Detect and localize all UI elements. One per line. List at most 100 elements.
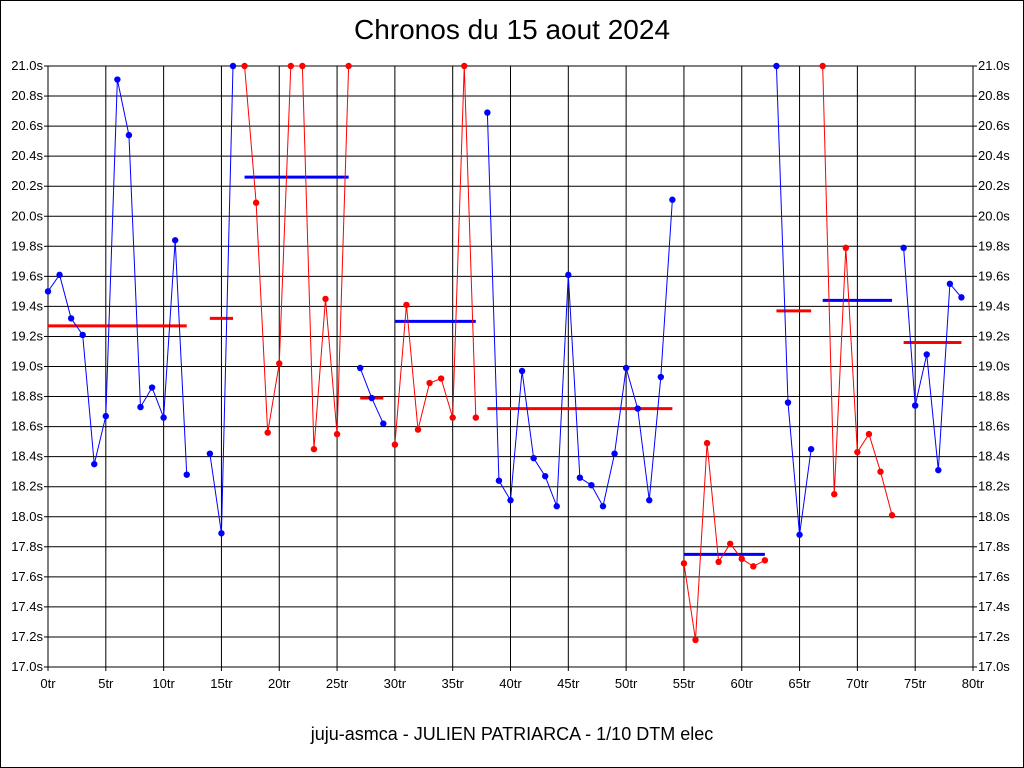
data-point bbox=[461, 62, 468, 70]
y-tick-label: 20.2s bbox=[11, 178, 43, 193]
data-point bbox=[646, 497, 653, 504]
y-tick-label-right: 19.0s bbox=[978, 359, 1010, 374]
x-tick-label: 5tr bbox=[98, 676, 114, 691]
data-point bbox=[541, 472, 549, 480]
data-point bbox=[183, 471, 190, 478]
data-point bbox=[241, 62, 248, 70]
data-point bbox=[715, 558, 722, 566]
y-tick-label: 19.0s bbox=[11, 359, 43, 374]
x-tick-label: 0tr bbox=[40, 676, 56, 691]
data-point bbox=[507, 497, 514, 504]
data-point bbox=[854, 448, 861, 456]
data-point bbox=[565, 271, 572, 279]
y-tick-label-right: 18.4s bbox=[978, 449, 1010, 464]
data-point bbox=[553, 503, 560, 510]
series-line bbox=[775, 65, 812, 535]
y-tick-label: 17.8s bbox=[11, 539, 43, 554]
x-tick-label: 60tr bbox=[731, 676, 754, 691]
y-tick-label-right: 17.8s bbox=[978, 539, 1010, 554]
y-tick-label-right: 18.8s bbox=[978, 389, 1010, 404]
data-point bbox=[229, 62, 237, 70]
data-point bbox=[877, 468, 884, 475]
data-point bbox=[669, 196, 676, 203]
y-tick-label: 17.4s bbox=[11, 599, 43, 614]
y-tick-label: 19.4s bbox=[11, 298, 43, 313]
data-point bbox=[426, 379, 433, 387]
data-point bbox=[761, 557, 769, 564]
data-point bbox=[345, 62, 352, 70]
series-line bbox=[903, 247, 962, 471]
data-point bbox=[958, 294, 965, 301]
data-point bbox=[518, 367, 526, 375]
data-point bbox=[935, 466, 942, 474]
data-point bbox=[287, 62, 295, 70]
x-tick-label: 20tr bbox=[268, 676, 291, 691]
data-point bbox=[657, 373, 665, 381]
y-tick-label: 20.8s bbox=[11, 88, 43, 103]
x-tick-label: 15tr bbox=[210, 676, 233, 691]
series-line bbox=[394, 65, 477, 445]
data-point bbox=[784, 399, 792, 406]
data-point bbox=[102, 412, 110, 420]
y-tick-label: 19.6s bbox=[11, 268, 43, 283]
x-tick-label: 30tr bbox=[384, 676, 407, 691]
data-point bbox=[114, 76, 121, 83]
chart-subtitle: juju-asmca - JULIEN PATRIARCA - 1/10 DTM… bbox=[310, 724, 714, 744]
data-point bbox=[414, 426, 422, 433]
data-point bbox=[322, 295, 329, 303]
data-point bbox=[356, 364, 364, 372]
data-point bbox=[56, 271, 63, 279]
y-tick-label: 18.8s bbox=[11, 389, 43, 404]
data-point bbox=[67, 315, 75, 322]
data-point bbox=[831, 491, 838, 498]
data-point bbox=[622, 364, 630, 372]
series-line bbox=[683, 443, 766, 641]
y-tick-label-right: 17.0s bbox=[978, 659, 1010, 674]
x-tick-label: 50tr bbox=[615, 676, 638, 691]
y-tick-label: 18.0s bbox=[11, 509, 43, 524]
data-point bbox=[738, 555, 745, 563]
y-tick-label: 18.4s bbox=[11, 449, 43, 464]
data-point bbox=[576, 474, 584, 481]
y-tick-label: 17.2s bbox=[11, 629, 43, 644]
data-point bbox=[750, 563, 757, 570]
data-point bbox=[588, 481, 595, 489]
data-point bbox=[599, 503, 607, 510]
data-point bbox=[437, 375, 445, 382]
data-point bbox=[368, 394, 375, 402]
data-point bbox=[634, 405, 641, 412]
data-point bbox=[842, 244, 850, 252]
y-tick-label: 18.6s bbox=[11, 419, 43, 434]
y-tick-label: 19.2s bbox=[11, 328, 43, 343]
y-tick-label-right: 20.0s bbox=[978, 208, 1010, 223]
y-tick-label-right: 21.0s bbox=[978, 58, 1010, 73]
x-tick-label: 70tr bbox=[846, 676, 869, 691]
data-point bbox=[946, 280, 954, 288]
y-tick-label-right: 18.6s bbox=[978, 419, 1010, 434]
data-point bbox=[160, 414, 167, 421]
y-tick-label-right: 19.2s bbox=[978, 328, 1010, 343]
data-point bbox=[484, 109, 491, 116]
x-tick-label: 55tr bbox=[673, 676, 696, 691]
x-tick-label: 40tr bbox=[499, 676, 522, 691]
x-tick-label: 65tr bbox=[788, 676, 811, 691]
data-point bbox=[391, 441, 399, 448]
data-point bbox=[923, 351, 930, 358]
y-tick-label: 20.4s bbox=[11, 148, 43, 163]
y-tick-label-right: 20.6s bbox=[978, 118, 1010, 133]
data-point bbox=[206, 450, 214, 457]
data-point bbox=[79, 331, 86, 339]
data-point bbox=[333, 430, 341, 438]
y-tick-label-right: 20.2s bbox=[978, 178, 1010, 193]
series-line bbox=[244, 65, 350, 450]
x-tick-label: 35tr bbox=[441, 676, 464, 691]
y-tick-label-right: 19.8s bbox=[978, 238, 1010, 253]
data-point bbox=[703, 439, 711, 447]
y-tick-label-right: 19.6s bbox=[978, 268, 1010, 283]
y-tick-label: 20.0s bbox=[11, 208, 43, 223]
data-point bbox=[148, 384, 156, 391]
data-point bbox=[807, 445, 815, 453]
x-tick-label: 75tr bbox=[904, 676, 927, 691]
data-point bbox=[171, 237, 179, 244]
